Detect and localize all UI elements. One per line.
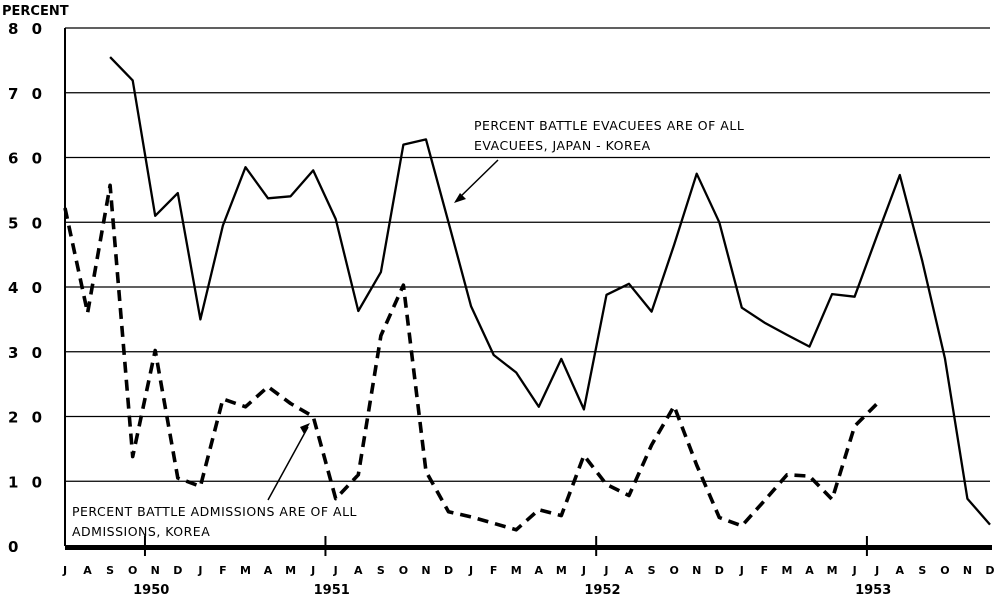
evacuees-pointer-arrowhead xyxy=(454,193,466,203)
admissions-pointer-arrowhead xyxy=(300,423,310,434)
x-tick-label: A xyxy=(805,564,814,577)
x-tick-label: J xyxy=(468,564,473,577)
x-tick-label: N xyxy=(151,564,160,577)
x-tick-label: O xyxy=(669,564,678,577)
x-tick-label: A xyxy=(264,564,273,577)
grid-lines xyxy=(65,27,990,482)
x-tick-label: A xyxy=(354,564,363,577)
evacuees-annotation-line-2: EVACUEES, JAPAN - KOREA xyxy=(474,138,651,153)
y-tick-label: 7 0 xyxy=(8,85,46,103)
x-tick-label: S xyxy=(648,564,656,577)
year-label: 1951 xyxy=(314,583,350,598)
x-tick-label: A xyxy=(535,564,544,577)
x-axis-bar xyxy=(65,545,992,550)
series-lines xyxy=(63,56,991,532)
x-tick-label: N xyxy=(963,564,972,577)
admissions-series-line xyxy=(63,183,879,532)
x-tick-label: F xyxy=(490,564,498,577)
x-tick-label: J xyxy=(852,564,857,577)
x-tick-label: O xyxy=(399,564,408,577)
y-tick-label: 4 0 xyxy=(8,279,46,297)
year-label: 1953 xyxy=(855,583,891,598)
x-tick-label: M xyxy=(556,564,567,577)
x-tick-label: O xyxy=(128,564,137,577)
year-label: 1950 xyxy=(133,583,169,598)
x-tick-label: M xyxy=(240,564,251,577)
x-tick-label: J xyxy=(62,564,67,577)
x-tick-label: M xyxy=(511,564,522,577)
y-axis-label: PERCENT xyxy=(2,4,69,19)
x-tick-label: S xyxy=(106,564,114,577)
x-tick-label: A xyxy=(625,564,634,577)
x-tick-label: F xyxy=(761,564,769,577)
x-tick-label: D xyxy=(173,564,182,577)
x-tick-label: J xyxy=(197,564,202,577)
x-tick-label: N xyxy=(692,564,701,577)
x-tick-label: N xyxy=(421,564,430,577)
y-tick-label: 1 0 xyxy=(8,473,46,491)
x-tick-label: D xyxy=(444,564,453,577)
x-tick-label: D xyxy=(985,564,994,577)
x-tick-label: J xyxy=(333,564,338,577)
x-tick-label: A xyxy=(895,564,904,577)
x-tick-label: D xyxy=(715,564,724,577)
evacuees-series-line xyxy=(109,56,991,526)
x-tick-label: F xyxy=(219,564,227,577)
x-tick-label: J xyxy=(603,564,608,577)
admissions-annotation-line-2: ADMISSIONS, KOREA xyxy=(72,524,210,539)
x-tick-label: S xyxy=(377,564,385,577)
x-tick-label: M xyxy=(781,564,792,577)
plot-frame xyxy=(64,28,992,556)
x-tick-label: J xyxy=(739,564,744,577)
x-tick-label: O xyxy=(940,564,949,577)
y-tick-label: 3 0 xyxy=(8,344,46,362)
admissions-annotation: PERCENT BATTLE ADMISSIONS ARE OF ALL ADM… xyxy=(72,423,357,539)
x-tick-label: A xyxy=(83,564,92,577)
y-tick-label: 8 0 xyxy=(8,20,46,38)
evacuees-annotation: PERCENT BATTLE EVACUEES ARE OF ALL EVACU… xyxy=(454,118,744,203)
x-tick-label: S xyxy=(918,564,926,577)
y-tick-labels: 8 0 7 0 6 0 5 0 4 0 3 0 2 0 1 0 0 xyxy=(8,20,46,556)
y-tick-label: 6 0 xyxy=(8,150,46,168)
x-tick-label: J xyxy=(581,564,586,577)
admissions-annotation-line-1: PERCENT BATTLE ADMISSIONS ARE OF ALL xyxy=(72,504,357,519)
y-tick-label: 2 0 xyxy=(8,409,46,427)
y-tick-label: 0 xyxy=(8,538,22,556)
x-tick-label: J xyxy=(874,564,879,577)
y-tick-label: 5 0 xyxy=(8,214,46,232)
x-tick-label: M xyxy=(285,564,296,577)
year-labels: 1950 1951 1952 1953 xyxy=(133,583,891,598)
admissions-pointer-line xyxy=(267,426,309,501)
evacuees-annotation-line-1: PERCENT BATTLE EVACUEES ARE OF ALL xyxy=(474,118,744,133)
x-tick-label: M xyxy=(827,564,838,577)
year-label: 1952 xyxy=(584,583,620,598)
x-tick-label: J xyxy=(310,564,315,577)
evacuees-pointer-line xyxy=(455,159,499,202)
